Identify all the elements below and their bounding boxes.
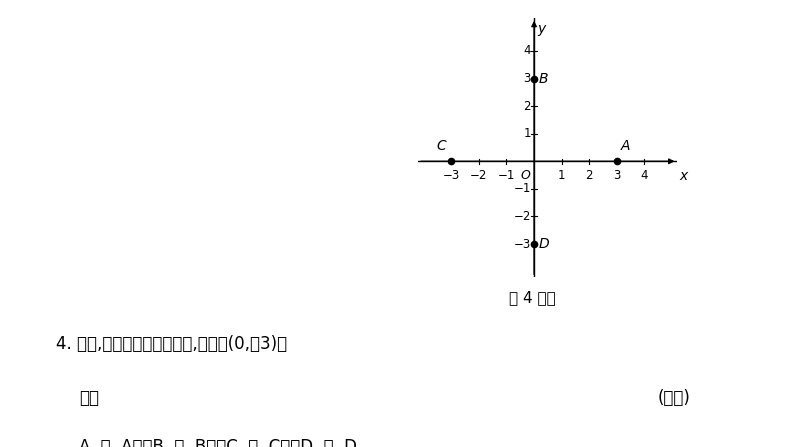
Text: −2: −2 <box>514 210 530 223</box>
Text: y: y <box>538 22 545 36</box>
Text: 2: 2 <box>523 100 530 113</box>
Text: D: D <box>539 237 549 251</box>
Text: 点是: 点是 <box>79 389 99 407</box>
Text: 4: 4 <box>641 169 648 182</box>
Text: 4: 4 <box>523 45 530 58</box>
Text: B: B <box>539 72 549 85</box>
Text: −3: −3 <box>443 169 460 182</box>
Text: 2: 2 <box>585 169 593 182</box>
Text: 3: 3 <box>613 169 620 182</box>
Text: 3: 3 <box>523 72 530 85</box>
Text: −3: −3 <box>514 237 530 250</box>
Text: 1: 1 <box>523 127 530 140</box>
Text: x: x <box>679 169 687 183</box>
Text: C: C <box>437 139 446 153</box>
Text: 4. 如图,在平面直角坐标系中,坐标是(0,－3)的: 4. 如图,在平面直角坐标系中,坐标是(0,－3)的 <box>56 335 287 353</box>
Text: O: O <box>521 169 530 182</box>
Text: 1: 1 <box>558 169 565 182</box>
Text: −1: −1 <box>514 182 530 195</box>
Text: A. 点  A　　B. 点  B　　C. 点  C　　D. 点  D: A. 点 A B. 点 B C. 点 C D. 点 D <box>79 438 357 447</box>
Text: −1: −1 <box>498 169 515 182</box>
Text: 第 4 题图: 第 4 题图 <box>509 291 555 306</box>
Text: −2: −2 <box>470 169 488 182</box>
Text: (　　): ( ) <box>658 389 691 407</box>
Text: A: A <box>621 139 630 153</box>
